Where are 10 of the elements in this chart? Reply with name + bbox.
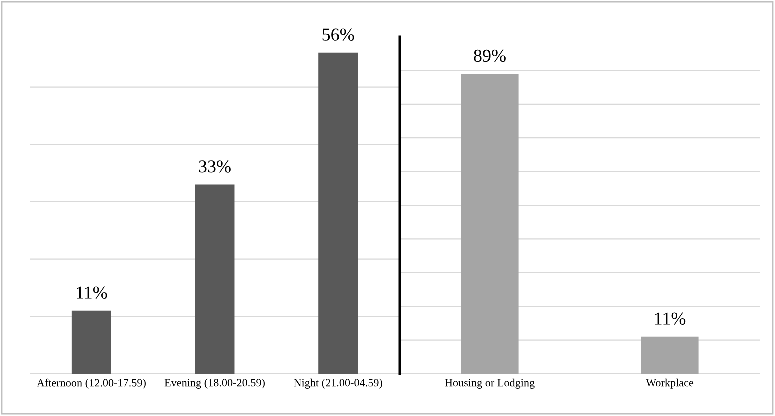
- data-label: 56%: [322, 28, 354, 41]
- data-label: 33%: [199, 160, 231, 173]
- x-tick-label: Night (21.00-04.59): [294, 378, 382, 389]
- data-label: 11%: [77, 286, 108, 299]
- x-tick-label: Evening (18.00-20.59): [164, 378, 265, 389]
- x-tick-label: Afternoon (12.00-17.59): [37, 378, 146, 390]
- data-label: 89%: [474, 50, 506, 62]
- x-tick-label: Housing or Lodging: [445, 378, 535, 389]
- x-tick-label: Workplace: [646, 378, 694, 389]
- data-label: 11%: [655, 312, 686, 325]
